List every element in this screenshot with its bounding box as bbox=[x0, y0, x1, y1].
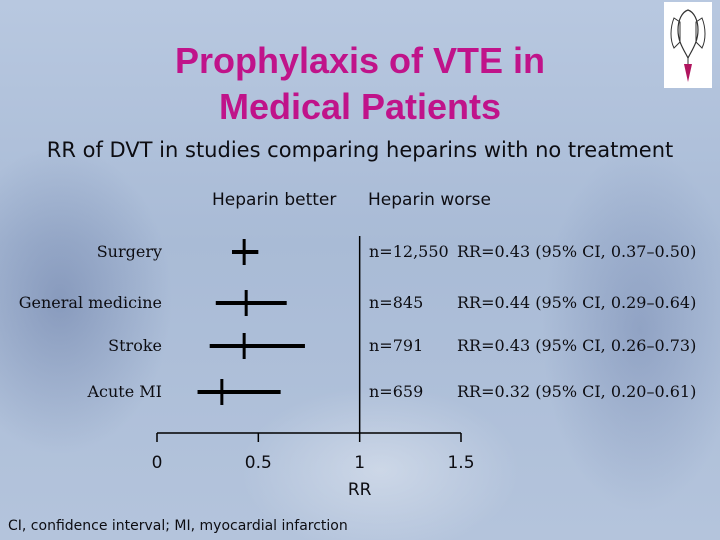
study-label: Acute MI bbox=[86, 382, 162, 401]
x-tick-label: 1 bbox=[354, 453, 365, 473]
sample-size-label: n=659 bbox=[369, 382, 423, 401]
rr-ci-label: RR=0.32 (95% CI, 0.20–0.61) bbox=[457, 382, 696, 401]
sample-size-label: n=791 bbox=[369, 336, 423, 355]
slide-title: Prophylaxis of VTE in Medical Patients bbox=[100, 38, 620, 130]
rr-ci-label: RR=0.43 (95% CI, 0.37–0.50) bbox=[457, 242, 696, 261]
slide-subtitle: RR of DVT in studies comparing heparins … bbox=[46, 138, 674, 162]
rr-ci-label: RR=0.43 (95% CI, 0.26–0.73) bbox=[457, 336, 696, 355]
x-tick-label: 0.5 bbox=[245, 453, 272, 473]
x-tick-label: 1.5 bbox=[447, 453, 474, 473]
study-label: Surgery bbox=[97, 242, 162, 261]
sample-size-label: n=845 bbox=[369, 293, 423, 312]
sample-size-label: n=12,550 bbox=[369, 242, 449, 261]
x-tick-label: 0 bbox=[152, 453, 163, 473]
rr-ci-label: RR=0.44 (95% CI, 0.29–0.64) bbox=[457, 293, 696, 312]
heparin-worse-label: Heparin worse bbox=[368, 190, 491, 210]
slide-title-line-1: Prophylaxis of VTE in bbox=[174, 40, 546, 81]
heart-lungs-logo-icon bbox=[664, 2, 712, 88]
study-label: General medicine bbox=[19, 293, 162, 312]
heparin-better-label: Heparin better bbox=[212, 190, 337, 210]
footnote: CI, confidence interval; MI, myocardial … bbox=[8, 518, 348, 534]
x-axis-title: RR bbox=[348, 480, 372, 500]
slide-title-line-2: Medical Patients bbox=[218, 86, 502, 127]
study-label: Stroke bbox=[108, 336, 162, 355]
